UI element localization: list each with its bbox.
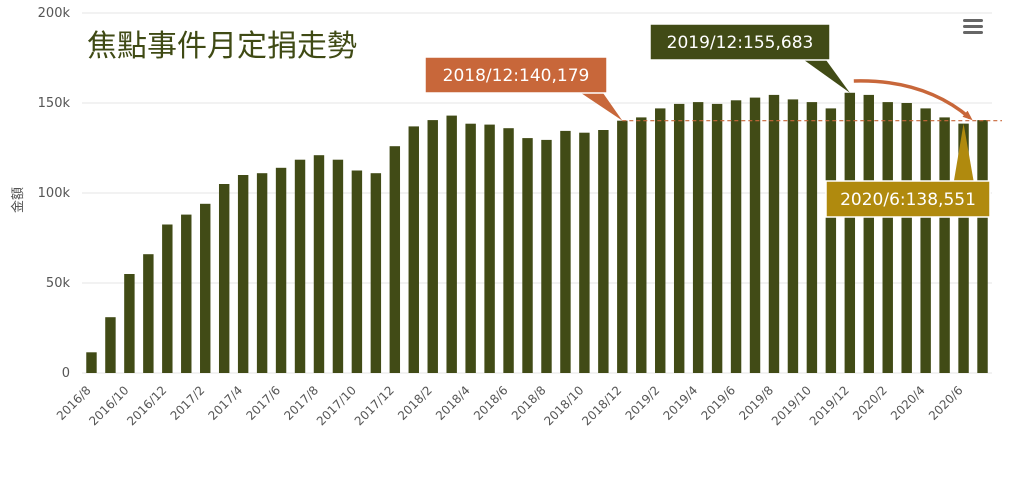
x-tick-label: 2020/2 [850,383,890,423]
x-tick-label: 2017/6 [243,383,283,423]
bar[interactable] [598,130,609,373]
bar[interactable] [882,102,893,373]
x-tick-label: 2018/4 [433,383,473,423]
bar[interactable] [162,224,173,374]
callout-box [424,56,608,94]
bar[interactable] [370,173,382,373]
x-tick-label: 2018/12 [579,383,624,428]
x-tick-label: 2019/6 [698,383,738,423]
x-tick-label: 2019/12 [807,383,852,428]
bar[interactable] [958,123,969,373]
y-tick-label: 150k [38,96,71,111]
x-tick-label: 2019/10 [769,383,814,428]
bar[interactable] [237,175,249,373]
x-tick-label: 2017/12 [352,383,397,428]
chart-title: 焦點事件月定捐走勢 [87,29,357,64]
x-tick-label: 2017/10 [314,383,359,428]
x-tick-label: 2019/4 [661,383,701,423]
bar[interactable] [503,128,514,373]
bar[interactable] [730,100,742,374]
x-tick-label: 2020/6 [926,383,966,423]
x-tick-label: 2016/10 [86,383,131,428]
callout-label: 2020/6:138,551 [840,190,976,210]
x-tick-label: 2018/6 [471,383,511,423]
bar[interactable] [617,120,628,374]
callouts: 2018/12:140,179 2019/12:155,683 2020/6:138… [424,23,991,218]
y-axis-ticks: 0 50k 100k 150k 200k [38,6,71,381]
bar[interactable] [636,117,647,374]
x-tick-label: 2019/2 [623,383,663,423]
bar[interactable] [105,317,116,373]
bar[interactable] [977,120,988,373]
bar[interactable] [200,203,211,373]
bar[interactable] [124,274,135,373]
hamburger-menu-icon[interactable] [958,14,988,40]
bar[interactable] [465,123,476,373]
callout-pointer [953,123,974,181]
bar[interactable] [294,159,306,373]
bar[interactable] [541,139,552,373]
bar[interactable] [86,352,97,373]
callout-2020-6: 2020/6:138,551 [825,123,991,218]
x-tick-label: 2018/10 [541,383,586,428]
bar[interactable] [446,115,457,373]
bar[interactable] [825,108,837,374]
y-tick-label: 100k [38,186,71,201]
x-axis-ticks: 2016/82016/102016/122017/22017/42017/620… [54,383,966,428]
bar[interactable] [579,132,590,373]
callout-pointer [581,93,623,121]
bar[interactable] [655,108,666,374]
bars [86,92,988,374]
bar[interactable] [351,170,363,374]
y-tick-label: 50k [46,276,71,291]
bar[interactable] [332,159,344,373]
callout-2019-12: 2019/12:155,683 [649,23,850,93]
bar[interactable] [181,214,192,373]
bar[interactable] [863,94,874,374]
y-tick-label: 200k [38,6,71,21]
bar[interactable] [787,99,799,374]
x-tick-label: 2018/2 [395,383,435,423]
y-axis-label: 金額 [10,187,26,213]
callout-label: 2018/12:140,179 [443,66,590,86]
bar[interactable] [711,103,723,374]
bar[interactable] [692,102,704,373]
bar[interactable] [313,155,325,373]
grid-lines [82,12,992,374]
bar[interactable] [256,173,268,373]
x-tick-label: 2016/12 [124,383,169,428]
bar[interactable] [143,254,154,373]
bar[interactable] [673,103,685,374]
bar[interactable] [768,94,780,374]
bar[interactable] [522,138,533,373]
bar[interactable] [427,120,438,373]
callout-box [649,23,831,61]
bar[interactable] [806,102,818,373]
bar[interactable] [749,97,761,373]
trend-arrow [853,79,973,121]
x-tick-label: 2017/2 [168,383,208,423]
y-tick-label: 0 [62,366,70,381]
callout-2018-12: 2018/12:140,179 [424,56,623,121]
bar[interactable] [920,108,931,374]
bar[interactable] [939,117,950,374]
bar[interactable] [560,130,571,373]
callout-pointer [804,60,850,93]
x-tick-label: 2017/4 [206,383,246,423]
callout-box [825,180,991,218]
bar[interactable] [389,146,401,373]
bar[interactable] [901,103,912,373]
bar[interactable] [218,184,230,373]
bar[interactable] [408,126,419,374]
x-tick-label: 2020/4 [888,383,928,423]
callout-label: 2019/12:155,683 [667,33,814,53]
bar[interactable] [484,124,495,373]
bar[interactable] [275,167,287,373]
trend-arrow-layer [853,79,973,121]
bar[interactable] [844,92,856,373]
